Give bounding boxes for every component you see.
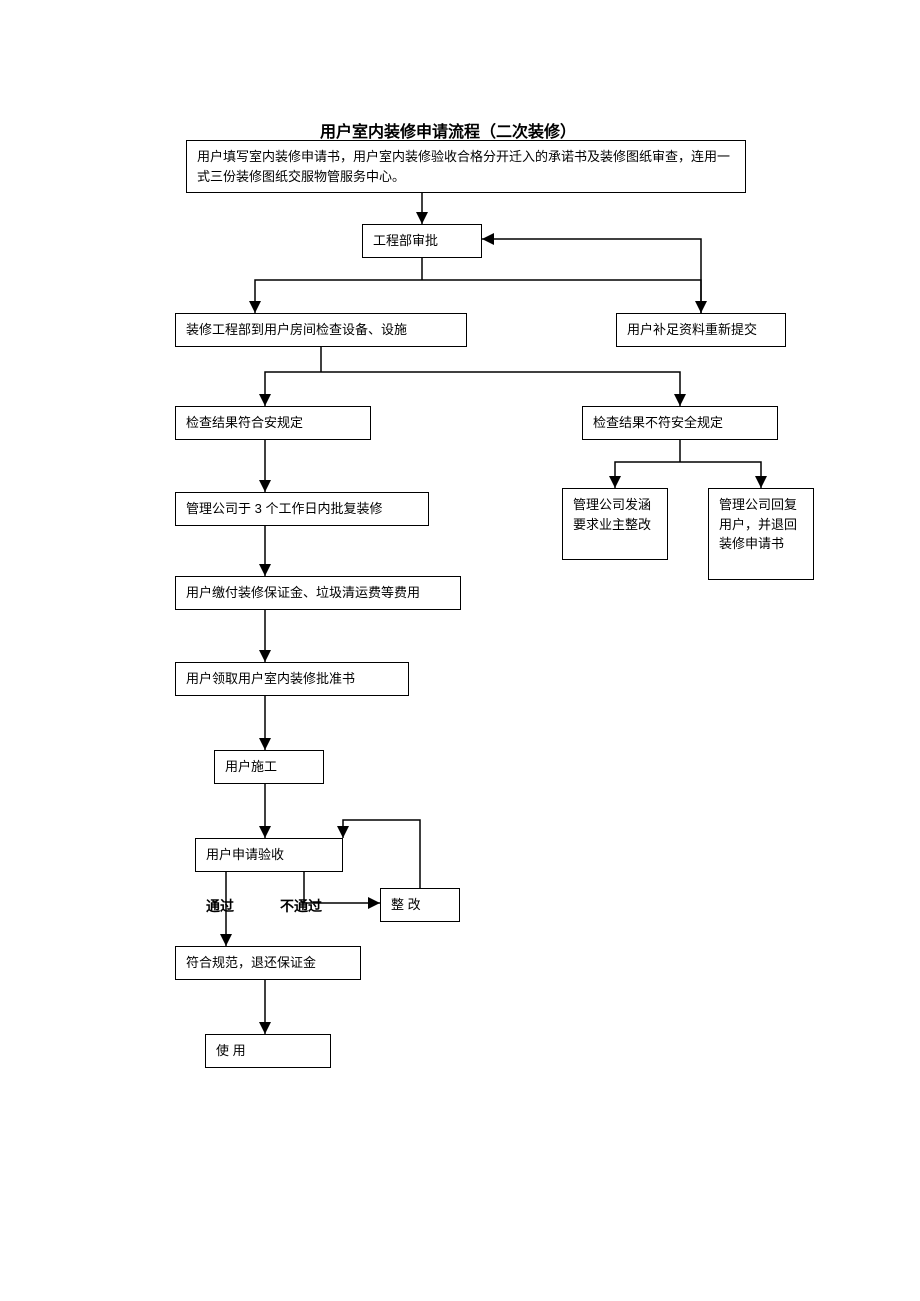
flowchart-node-n2: 工程部审批	[362, 224, 482, 258]
edge-n4-n2	[482, 239, 701, 313]
edge-split89-n8	[615, 462, 680, 488]
flowchart-node-n6: 检查结果不符安全规定	[582, 406, 778, 440]
flowchart-node-n12: 用户施工	[214, 750, 324, 784]
edge-split23-n4	[422, 280, 701, 313]
flowchart-title: 用户室内装修申请流程（二次装修）	[320, 118, 576, 142]
flowchart-node-n14: 整 改	[380, 888, 460, 922]
edge-split56-n5	[265, 372, 321, 406]
flowchart-node-n15: 符合规范，退还保证金	[175, 946, 361, 980]
flowchart-node-n1: 用户填写室内装修申请书，用户室内装修验收合格分开迁入的承诺书及装修图纸审查，连用…	[186, 140, 746, 193]
flowchart-node-n7: 管理公司于 3 个工作日内批复装修	[175, 492, 429, 526]
flowchart-label-l2: 不通过	[280, 896, 322, 916]
flowchart-node-n3: 装修工程部到用户房间检查设备、设施	[175, 313, 467, 347]
flowchart-node-n8: 管理公司发涵要求业主整改	[562, 488, 668, 560]
flowchart-node-n16: 使 用	[205, 1034, 331, 1068]
edge-split56-n6	[321, 372, 680, 406]
flowchart-label-l1: 通过	[206, 896, 234, 916]
flowchart-node-n9: 管理公司回复用户，并退回装修申请书	[708, 488, 814, 580]
flowchart-node-n4: 用户补足资料重新提交	[616, 313, 786, 347]
flowchart-node-n5: 检查结果符合安规定	[175, 406, 371, 440]
edge-n14-n13	[343, 820, 420, 888]
edge-split89-n9	[680, 462, 761, 488]
flowchart-node-n11: 用户领取用户室内装修批准书	[175, 662, 409, 696]
edge-split23-n3	[255, 280, 422, 313]
flowchart-node-n13: 用户申请验收	[195, 838, 343, 872]
flowchart-node-n10: 用户缴付装修保证金、垃圾清运费等费用	[175, 576, 461, 610]
